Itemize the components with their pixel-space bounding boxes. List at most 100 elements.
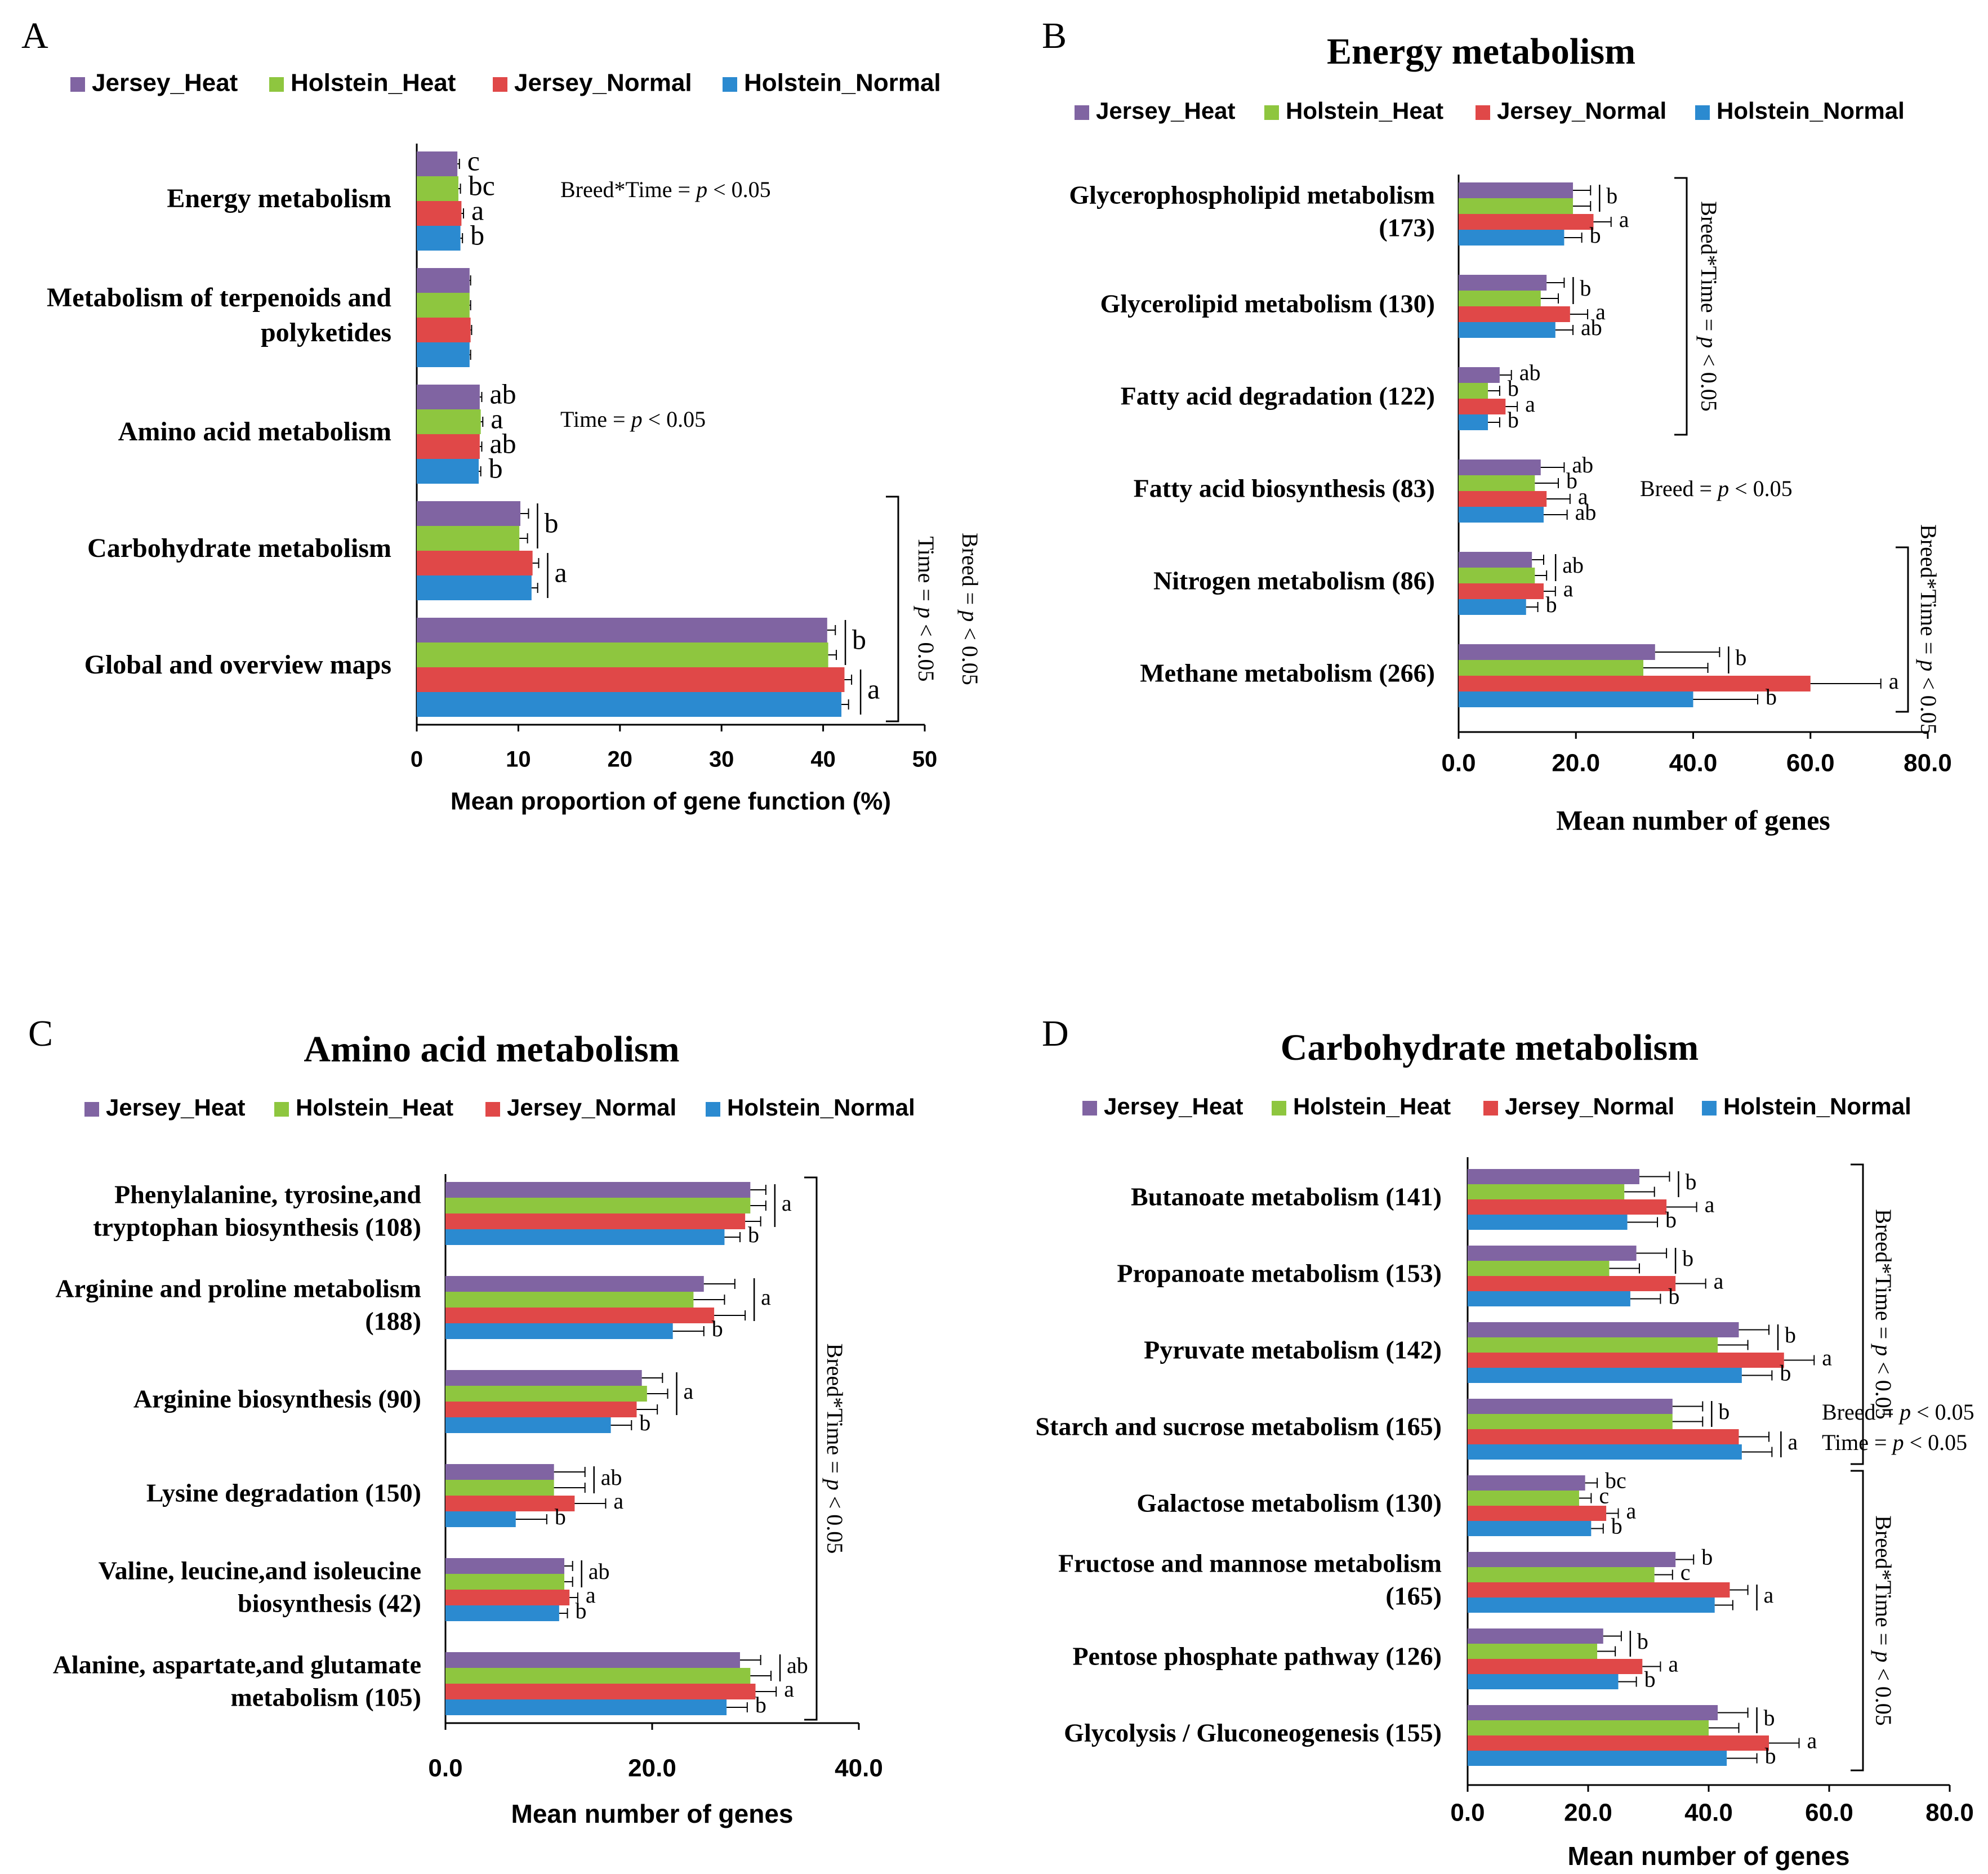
legend-label: Holstein_Heat: [296, 1094, 453, 1121]
category-label: Butanoate metabolism (141): [1131, 1183, 1442, 1211]
bar-jersey-normal: [445, 1402, 637, 1417]
significance-letter: a: [1619, 207, 1629, 232]
bracket-stats-label: Breed*Time = p < 0.05: [822, 1344, 848, 1554]
significance-letter: a: [1595, 299, 1606, 324]
significance-letter: a: [491, 403, 503, 434]
significance-letter: b: [555, 1504, 566, 1529]
bar-holstein-heat: [1459, 291, 1541, 306]
bar-holstein-heat: [1468, 1491, 1579, 1506]
bar-jersey-heat: [1468, 1246, 1637, 1261]
x-tick-label: 60.0: [1786, 749, 1835, 777]
bar-holstein-normal: [1468, 1598, 1715, 1613]
bar-holstein-heat: [417, 409, 481, 434]
bar-holstein-heat: [1468, 1414, 1673, 1429]
legend-label: Holstein_Heat: [1293, 1093, 1451, 1119]
stats-annotation: Breed = p < 0.05: [1822, 1399, 1974, 1425]
bar-holstein-heat: [445, 1668, 751, 1684]
category-label: Pentose phosphate pathway (126): [1072, 1642, 1442, 1671]
bracket-stats-label: Breed*Time = p < 0.05: [1871, 1209, 1896, 1420]
bar-holstein-normal: [1468, 1215, 1628, 1230]
significance-letter: b: [1701, 1545, 1713, 1570]
legend-label: Jersey_Normal: [1497, 97, 1666, 124]
bar-holstein-normal: [1468, 1674, 1619, 1689]
significance-letter: a: [1807, 1728, 1817, 1753]
category-label: (188): [365, 1307, 421, 1336]
category-label: Glycerophospholipid metabolism: [1069, 181, 1435, 209]
bracket-stats-label: Breed*Time = p < 0.05: [1696, 201, 1722, 412]
category-label: Galactose metabolism (130): [1136, 1489, 1442, 1518]
significance-letter: ab: [489, 427, 516, 459]
significance-letter: c: [1599, 1483, 1609, 1509]
category-label: Metabolism of terpenoids and: [47, 283, 391, 313]
legend-swatch-holstein-heat: [1272, 1101, 1286, 1116]
significance-letter: a: [784, 1676, 794, 1702]
legend-swatch-holstein-heat: [274, 1102, 289, 1117]
x-tick-label: 60.0: [1805, 1799, 1853, 1827]
bar-jersey-heat: [1468, 1322, 1739, 1337]
category-label: Arginine biosynthesis (90): [133, 1385, 421, 1413]
bar-holstein-heat: [445, 1480, 554, 1496]
legend-swatch-jersey-normal: [485, 1102, 500, 1117]
bracket-stats-label: Time = p < 0.05: [913, 536, 939, 681]
significance-letter: c: [1681, 1560, 1691, 1585]
group-significance-letter: b: [1764, 1705, 1775, 1730]
bar-holstein-heat: [417, 526, 520, 551]
category-label: Lysine degradation (150): [146, 1479, 421, 1507]
bar-jersey-heat: [1468, 1705, 1718, 1720]
bar-jersey-heat: [1459, 552, 1532, 568]
significance-letter: b: [1590, 222, 1601, 248]
bar-jersey-normal: [1468, 1659, 1643, 1674]
bar-jersey-normal: [1459, 583, 1544, 599]
bar-holstein-heat: [1459, 198, 1574, 214]
bar-jersey-heat: [417, 268, 470, 293]
x-tick-label: 40.0: [1669, 749, 1718, 777]
group-significance-letter: b: [852, 623, 866, 655]
category-label: Methane metabolism (266): [1140, 659, 1435, 688]
legend-swatch-holstein-normal: [706, 1102, 720, 1117]
panel-title: Amino acid metabolism: [304, 1029, 679, 1070]
group-significance-letter: a: [782, 1190, 792, 1216]
legend-label: Jersey_Heat: [106, 1094, 246, 1121]
x-tick-label: 40: [810, 747, 836, 772]
legend-swatch-jersey-normal: [1483, 1101, 1498, 1116]
bar-holstein-normal: [1459, 414, 1488, 430]
significance-letter: ab: [1572, 452, 1593, 478]
bar-jersey-normal: [417, 551, 533, 575]
x-tick-label: 0.0: [1450, 1799, 1485, 1827]
significance-bracket: [886, 496, 899, 722]
bar-jersey-normal: [1468, 1199, 1667, 1215]
bar-jersey-normal: [417, 201, 462, 226]
legend-swatch-holstein-normal: [1702, 1101, 1717, 1116]
bar-holstein-normal: [445, 1605, 559, 1621]
group-significance-letter: a: [761, 1284, 771, 1310]
significance-bracket: [1851, 1470, 1864, 1772]
significance-letter: b: [1508, 376, 1519, 401]
bar-holstein-normal: [1459, 230, 1564, 246]
group-significance-letter: ab: [787, 1653, 808, 1678]
legend-swatch-jersey-heat: [1075, 105, 1089, 120]
bar-jersey-heat: [417, 618, 827, 642]
bar-holstein-normal: [417, 459, 479, 484]
group-significance-letter: b: [1637, 1628, 1648, 1654]
significance-letter: a: [1705, 1192, 1715, 1217]
significance-letter: a: [1889, 668, 1899, 694]
category-label: Amino acid metabolism: [118, 417, 391, 447]
bar-holstein-heat: [1459, 660, 1643, 676]
significance-letter: b: [1566, 468, 1577, 493]
significance-letter: b: [1644, 1667, 1656, 1692]
legend-label: Jersey_Normal: [514, 69, 692, 97]
x-axis-label: Mean proportion of gene function (%): [451, 788, 891, 815]
legend-swatch-jersey-normal: [1476, 105, 1490, 120]
significance-letter: b: [576, 1598, 587, 1623]
category-label: Glycolysis / Gluconeogenesis (155): [1064, 1719, 1442, 1747]
group-significance-letter: b: [1735, 645, 1746, 670]
bar-jersey-normal: [417, 434, 480, 459]
category-label: tryptophan biosynthesis (108): [93, 1213, 421, 1242]
bar-holstein-heat: [1468, 1184, 1625, 1199]
significance-letter: b: [1780, 1360, 1791, 1386]
x-tick-label: 30: [709, 747, 734, 772]
bar-jersey-normal: [445, 1590, 570, 1605]
category-label: metabolism (105): [230, 1683, 421, 1712]
bar-jersey-heat: [1459, 459, 1541, 475]
legend-label: Holstein_Heat: [291, 69, 456, 97]
